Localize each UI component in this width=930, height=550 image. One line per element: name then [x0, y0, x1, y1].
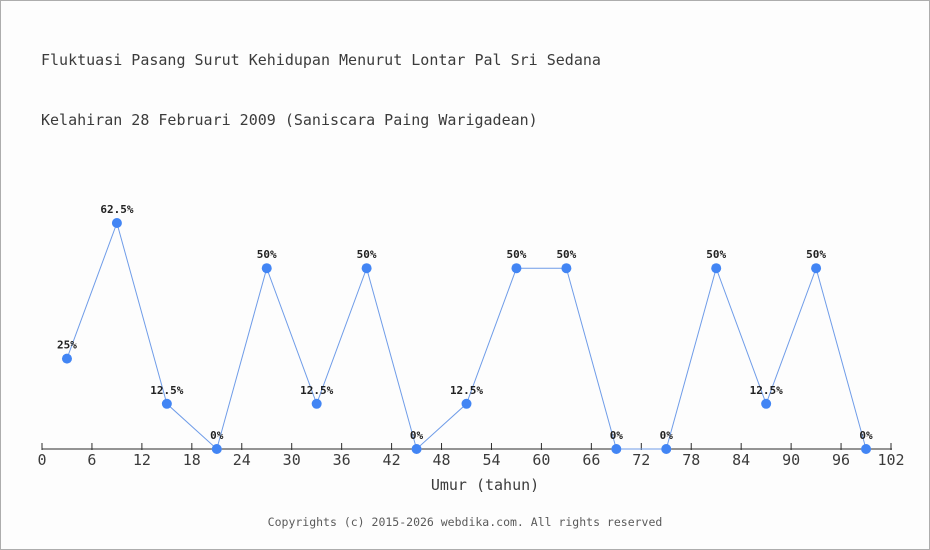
x-tick-label: 0	[37, 451, 46, 469]
data-point	[461, 398, 472, 409]
data-point	[811, 263, 822, 274]
x-tick-label: 84	[732, 451, 750, 469]
data-point-label: 0%	[859, 429, 873, 442]
chart-title-line2: Kelahiran 28 Februari 2009 (Saniscara Pa…	[41, 111, 538, 129]
data-point	[211, 444, 222, 454]
x-tick-label: 18	[183, 451, 201, 469]
data-point-label: 0%	[660, 429, 674, 442]
data-point-label: 0%	[410, 429, 424, 442]
x-tick-label: 36	[333, 451, 351, 469]
data-point-label: 12.5%	[750, 384, 783, 397]
data-point-label: 0%	[210, 429, 224, 442]
x-axis-title: Umur (tahun)	[430, 476, 540, 494]
x-tick-label: 96	[832, 451, 850, 469]
data-point-label: 50%	[257, 248, 277, 261]
data-point-label: 12.5%	[300, 384, 333, 397]
data-point	[611, 444, 622, 454]
x-tick-label: 30	[283, 451, 301, 469]
data-point	[311, 398, 322, 409]
data-point	[361, 263, 372, 274]
chart-title-line1: Fluktuasi Pasang Surut Kehidupan Menurut…	[41, 51, 601, 69]
data-point	[661, 444, 672, 454]
x-tick-label: 72	[632, 451, 650, 469]
x-tick-label: 102	[877, 451, 904, 469]
data-point-label: 50%	[507, 248, 527, 261]
data-point	[761, 398, 772, 409]
x-tick-label: 90	[782, 451, 800, 469]
data-point-label: 25%	[57, 339, 77, 352]
data-point	[411, 444, 422, 454]
copyright-text: Copyrights (c) 2015-2026 webdika.com. Al…	[267, 515, 663, 529]
x-tick-label: 24	[233, 451, 251, 469]
x-tick-label: 12	[133, 451, 151, 469]
data-point	[161, 398, 172, 409]
data-point-label: 50%	[556, 248, 576, 261]
data-point-label: 62.5%	[100, 203, 133, 216]
data-point-label: 0%	[610, 429, 624, 442]
data-point	[111, 218, 122, 228]
data-point-label: 50%	[706, 248, 726, 261]
data-point	[861, 444, 872, 454]
x-tick-label: 66	[582, 451, 600, 469]
x-tick-label: 60	[532, 451, 550, 469]
x-tick-label: 78	[682, 451, 700, 469]
data-point	[261, 263, 272, 274]
data-point-label: 12.5%	[150, 384, 183, 397]
data-point	[711, 263, 722, 274]
x-tick-label: 54	[482, 451, 500, 469]
series-line	[66, 221, 867, 450]
data-point	[61, 353, 72, 364]
chart-title: Fluktuasi Pasang Surut Kehidupan Menurut…	[41, 10, 601, 170]
data-point-label: 12.5%	[450, 384, 483, 397]
data-point-label: 50%	[806, 248, 826, 261]
data-point-label: 50%	[357, 248, 377, 261]
data-point	[561, 263, 572, 274]
x-tick-label: 6	[87, 451, 96, 469]
x-tick-label: 48	[432, 451, 450, 469]
x-tick-label: 42	[383, 451, 401, 469]
data-point	[511, 263, 522, 274]
